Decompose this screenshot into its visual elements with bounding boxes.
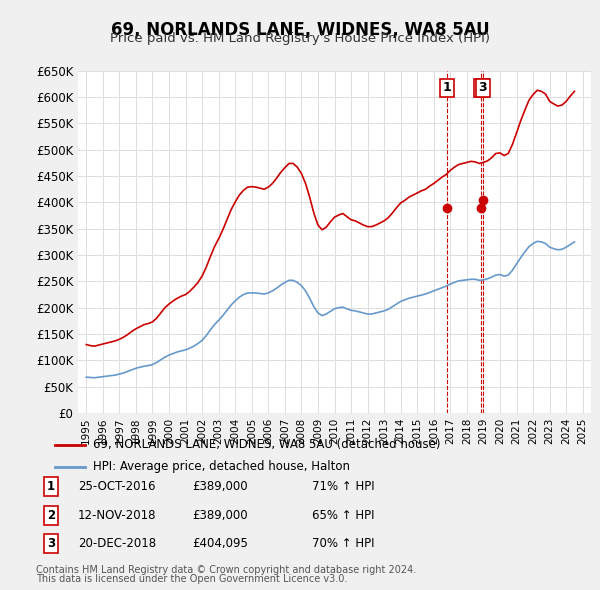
Text: 25-OCT-2016: 25-OCT-2016 <box>78 480 155 493</box>
Text: HPI: Average price, detached house, Halton: HPI: Average price, detached house, Halt… <box>92 460 350 473</box>
Text: 1: 1 <box>443 81 452 94</box>
Text: 1: 1 <box>47 480 55 493</box>
Text: £389,000: £389,000 <box>192 509 248 522</box>
Text: 20-DEC-2018: 20-DEC-2018 <box>78 537 156 550</box>
Text: Contains HM Land Registry data © Crown copyright and database right 2024.: Contains HM Land Registry data © Crown c… <box>36 565 416 575</box>
Text: £404,095: £404,095 <box>192 537 248 550</box>
Text: 2: 2 <box>477 81 485 94</box>
Text: 12-NOV-2018: 12-NOV-2018 <box>78 509 157 522</box>
Text: 69, NORLANDS LANE, WIDNES, WA8 5AU: 69, NORLANDS LANE, WIDNES, WA8 5AU <box>110 21 490 39</box>
Text: 2: 2 <box>47 509 55 522</box>
Text: 71% ↑ HPI: 71% ↑ HPI <box>312 480 374 493</box>
Text: 69, NORLANDS LANE, WIDNES, WA8 5AU (detached house): 69, NORLANDS LANE, WIDNES, WA8 5AU (deta… <box>92 438 440 451</box>
Text: 65% ↑ HPI: 65% ↑ HPI <box>312 509 374 522</box>
Text: £389,000: £389,000 <box>192 480 248 493</box>
Text: 3: 3 <box>47 537 55 550</box>
Text: 3: 3 <box>479 81 487 94</box>
Text: This data is licensed under the Open Government Licence v3.0.: This data is licensed under the Open Gov… <box>36 574 347 584</box>
Text: Price paid vs. HM Land Registry's House Price Index (HPI): Price paid vs. HM Land Registry's House … <box>110 32 490 45</box>
Text: 70% ↑ HPI: 70% ↑ HPI <box>312 537 374 550</box>
